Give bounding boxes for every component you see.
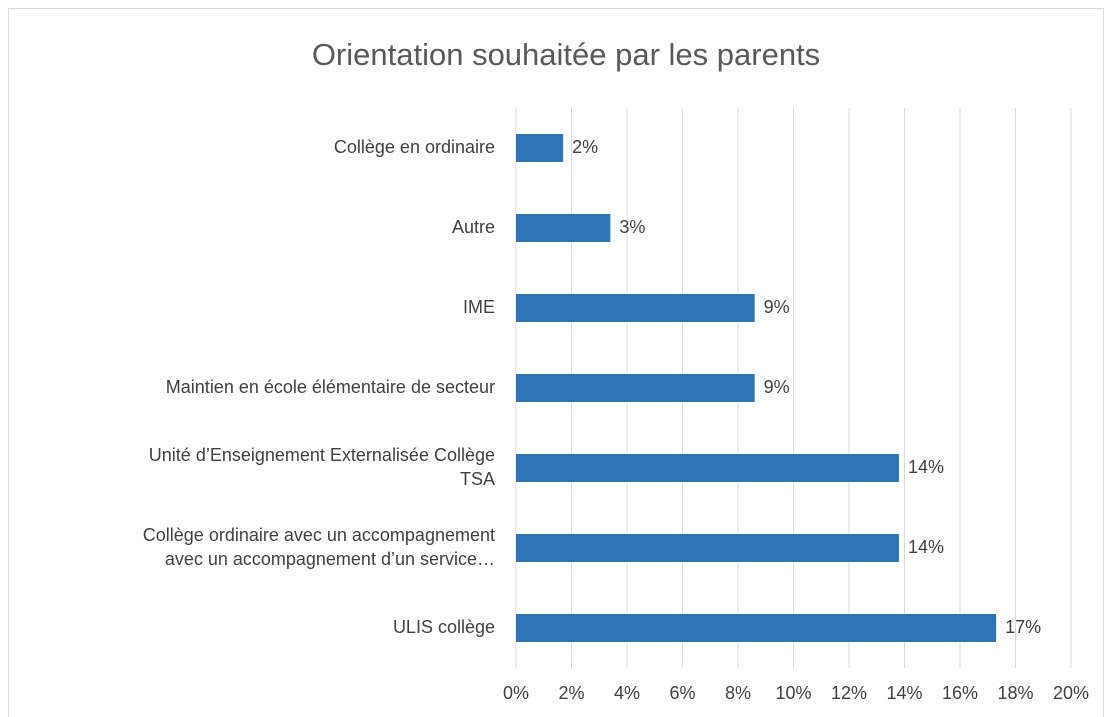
data-label: 2% xyxy=(572,137,598,157)
chart-frame xyxy=(8,8,1104,717)
x-tick-label: 0% xyxy=(503,683,529,703)
bar xyxy=(516,214,611,242)
x-tick-label: 2% xyxy=(558,683,584,703)
y-tick-label: ULIS collège xyxy=(393,617,495,637)
x-tick-label: 12% xyxy=(831,683,867,703)
bar xyxy=(516,614,997,642)
x-tick-label: 18% xyxy=(997,683,1033,703)
x-tick-label: 10% xyxy=(775,683,811,703)
y-tick-label: Autre xyxy=(452,217,495,237)
data-label: 9% xyxy=(764,377,790,397)
x-tick-label: 8% xyxy=(725,683,751,703)
data-label: 3% xyxy=(619,217,645,237)
bar xyxy=(516,294,755,322)
bar xyxy=(516,454,899,482)
y-tick-label: Unité d’Enseignement Externalisée Collèg… xyxy=(149,445,495,489)
bar xyxy=(516,134,564,162)
data-label: 17% xyxy=(1005,617,1041,637)
data-label: 9% xyxy=(764,297,790,317)
data-label: 14% xyxy=(908,537,944,557)
x-tick-label: 14% xyxy=(886,683,922,703)
x-tick-label: 16% xyxy=(942,683,978,703)
data-label: 14% xyxy=(908,457,944,477)
bar xyxy=(516,534,899,562)
y-tick-label: Collège en ordinaire xyxy=(334,137,495,157)
x-tick-label: 20% xyxy=(1053,683,1089,703)
y-tick-label: IME xyxy=(463,297,495,317)
y-tick-label: Collège ordinaire avec un accompagnement… xyxy=(143,525,495,569)
x-tick-label: 6% xyxy=(669,683,695,703)
chart-title: Orientation souhaitée par les parents xyxy=(312,37,820,72)
x-tick-label: 4% xyxy=(614,683,640,703)
y-tick-label: Maintien en école élémentaire de secteur xyxy=(166,377,495,397)
bar xyxy=(516,374,755,402)
